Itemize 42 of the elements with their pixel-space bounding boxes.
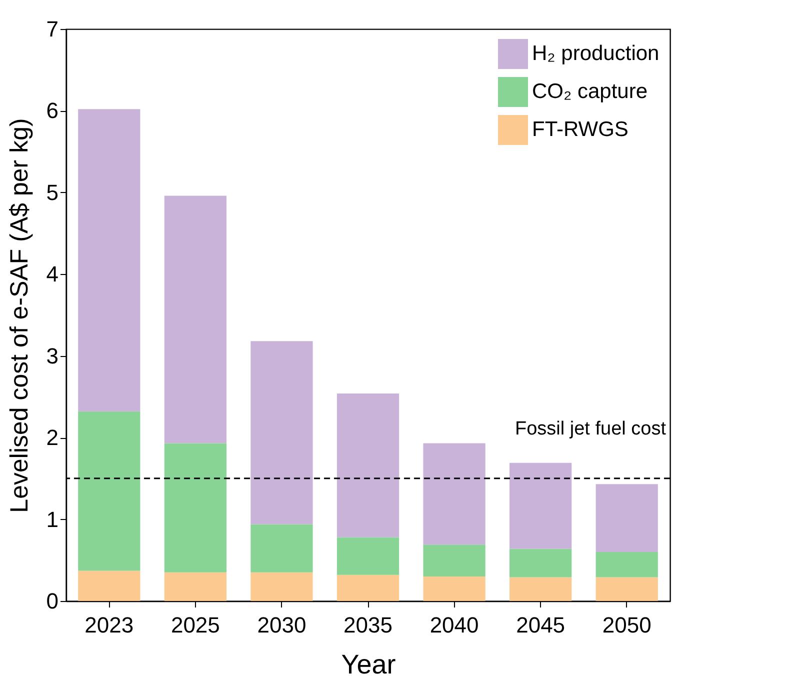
bar bbox=[596, 577, 658, 601]
x-tick-label: 2050 bbox=[602, 612, 652, 638]
legend-label: FT-RWGS bbox=[532, 118, 628, 141]
x-tick-label: 2030 bbox=[257, 612, 306, 638]
y-axis-title: Levelised cost of e-SAF (A$ per kg) bbox=[5, 118, 34, 513]
y-tick-label: 6 bbox=[46, 98, 58, 124]
bar bbox=[596, 552, 658, 578]
bar bbox=[510, 548, 572, 578]
bar bbox=[596, 484, 658, 552]
legend-label: H₂ production bbox=[532, 42, 660, 65]
bar bbox=[250, 341, 313, 524]
bar bbox=[336, 537, 400, 575]
y-tick-label: 5 bbox=[46, 180, 58, 205]
x-tick-label: 2045 bbox=[516, 612, 566, 638]
bar bbox=[250, 572, 313, 601]
bar bbox=[78, 411, 140, 571]
bar bbox=[164, 572, 226, 601]
bar bbox=[336, 574, 400, 601]
x-tick-label: 2035 bbox=[344, 612, 392, 638]
y-tick-label: 7 bbox=[46, 16, 58, 42]
bar bbox=[78, 570, 140, 601]
bar bbox=[423, 443, 486, 545]
y-tick-label: 1 bbox=[46, 506, 58, 532]
y-tick-label: 4 bbox=[46, 262, 58, 287]
legend-label: CO₂ capture bbox=[532, 80, 648, 103]
bar bbox=[164, 196, 226, 444]
x-tick-label: 2023 bbox=[84, 612, 134, 638]
x-tick-label: 2025 bbox=[170, 612, 220, 638]
bar bbox=[510, 462, 572, 549]
bar bbox=[250, 524, 313, 572]
bar bbox=[164, 443, 226, 572]
x-axis-title: Year bbox=[341, 650, 396, 680]
bar bbox=[423, 544, 486, 576]
ref-line-label: Fossil jet fuel cost bbox=[515, 418, 667, 440]
bar bbox=[78, 109, 140, 412]
x-tick-label: 2040 bbox=[430, 612, 479, 638]
y-tick-label: 2 bbox=[46, 425, 58, 450]
bar bbox=[510, 577, 572, 601]
bar bbox=[336, 393, 400, 538]
y-tick-label: 3 bbox=[46, 343, 58, 368]
bar bbox=[423, 576, 486, 601]
y-tick-label: 0 bbox=[46, 588, 58, 614]
